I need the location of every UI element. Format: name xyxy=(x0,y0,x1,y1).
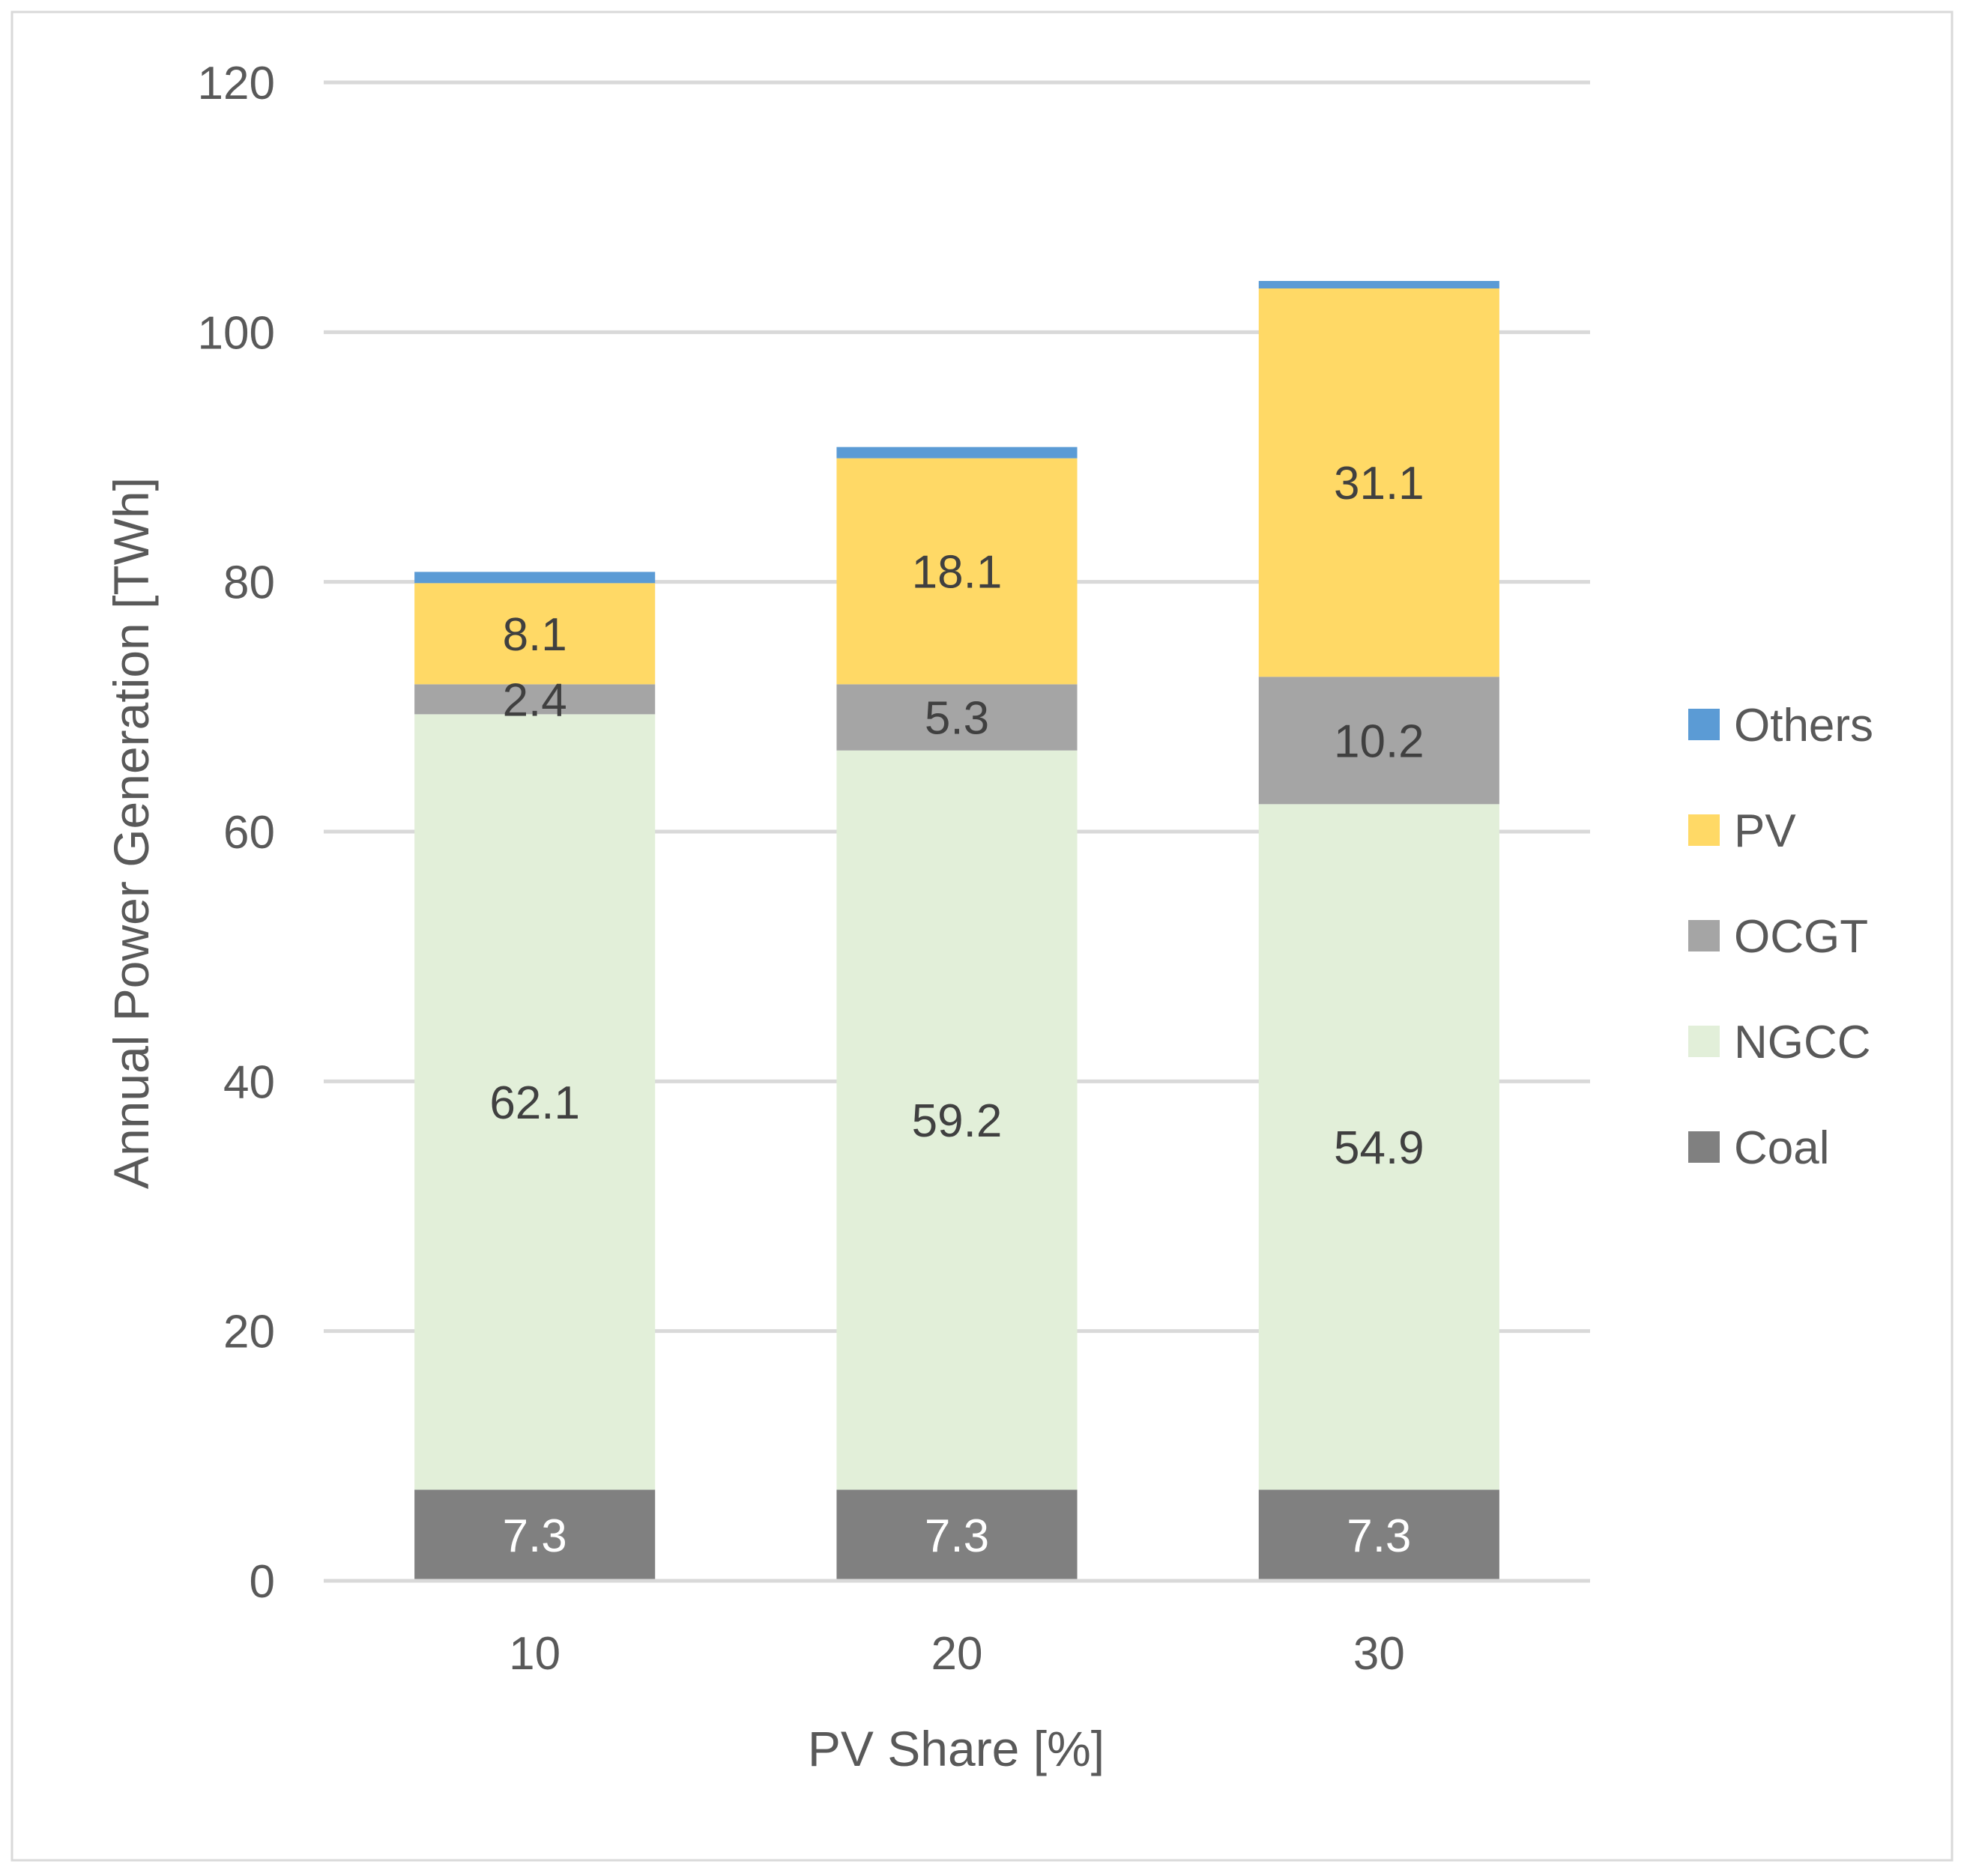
bar-ocgt-20 xyxy=(836,684,1078,751)
data-label-pv: 18.1 xyxy=(912,547,1003,599)
legend: Others PV OCGT NGCC Coal xyxy=(1688,700,1873,1174)
data-label-ngcc: 59.2 xyxy=(912,1095,1003,1147)
data-label-coal: 7.3 xyxy=(1347,1510,1411,1562)
axes: 0 20 40 60 80 100 120 10 20 30 xyxy=(198,58,1590,1680)
data-labels: 7.3 62.1 2.4 8.1 7.3 59.2 5.3 18.1 7.3 54.9 10.2 31… xyxy=(489,458,1424,1562)
x-tick-label: 20 xyxy=(931,1628,983,1680)
y-axis-title: Annual Power Generation [TWh] xyxy=(103,477,159,1189)
x-tick-label: 30 xyxy=(1353,1628,1405,1680)
y-tick-label: 60 xyxy=(223,807,275,859)
y-tick-label: 0 xyxy=(250,1556,275,1608)
legend-swatch-coal xyxy=(1688,1131,1720,1163)
bar-pv-10 xyxy=(414,583,656,685)
data-label-ocgt: 2.4 xyxy=(503,674,567,726)
y-tick-label: 100 xyxy=(198,307,275,359)
bar-ngcc-30 xyxy=(1258,804,1499,1490)
y-tick-label: 40 xyxy=(223,1056,275,1108)
legend-label-others: Others xyxy=(1734,700,1873,751)
y-tick-label: 80 xyxy=(223,557,275,609)
bar-others-20 xyxy=(836,447,1078,459)
bar-pv-20 xyxy=(836,458,1078,685)
data-label-ngcc: 62.1 xyxy=(489,1077,580,1129)
bar-ocgt-30 xyxy=(1258,677,1499,805)
data-label-coal: 7.3 xyxy=(925,1510,989,1562)
x-tick-label: 10 xyxy=(509,1628,561,1680)
legend-label-ocgt: OCGT xyxy=(1734,911,1868,963)
data-label-ngcc: 54.9 xyxy=(1334,1122,1424,1174)
legend-label-coal: Coal xyxy=(1734,1122,1830,1174)
data-label-coal: 7.3 xyxy=(503,1510,567,1562)
legend-swatch-others xyxy=(1688,709,1720,740)
legend-label-ngcc: NGCC xyxy=(1734,1017,1871,1068)
bar-coal-10 xyxy=(414,1489,656,1581)
bar-coal-30 xyxy=(1258,1489,1499,1581)
bar-pv-30 xyxy=(1258,288,1499,677)
bar-ocgt-10 xyxy=(414,684,656,715)
legend-swatch-ocgt xyxy=(1688,920,1720,951)
bar-others-30 xyxy=(1258,281,1499,288)
data-label-pv: 8.1 xyxy=(503,609,567,661)
legend-swatch-ngcc xyxy=(1688,1026,1720,1057)
legend-label-pv: PV xyxy=(1734,805,1796,857)
bar-coal-20 xyxy=(836,1489,1078,1581)
x-axis-title: PV Share [%] xyxy=(808,1721,1105,1776)
bar-ngcc-20 xyxy=(836,750,1078,1490)
data-label-pv: 31.1 xyxy=(1334,458,1424,509)
bar-others-10 xyxy=(414,572,656,584)
data-label-ocgt: 10.2 xyxy=(1334,715,1424,767)
bars xyxy=(414,281,1499,1581)
bar-ngcc-10 xyxy=(414,714,656,1490)
y-tick-label: 20 xyxy=(223,1307,275,1358)
data-label-ocgt: 5.3 xyxy=(925,693,989,745)
legend-swatch-pv xyxy=(1688,814,1720,846)
y-tick-label: 120 xyxy=(198,58,275,109)
